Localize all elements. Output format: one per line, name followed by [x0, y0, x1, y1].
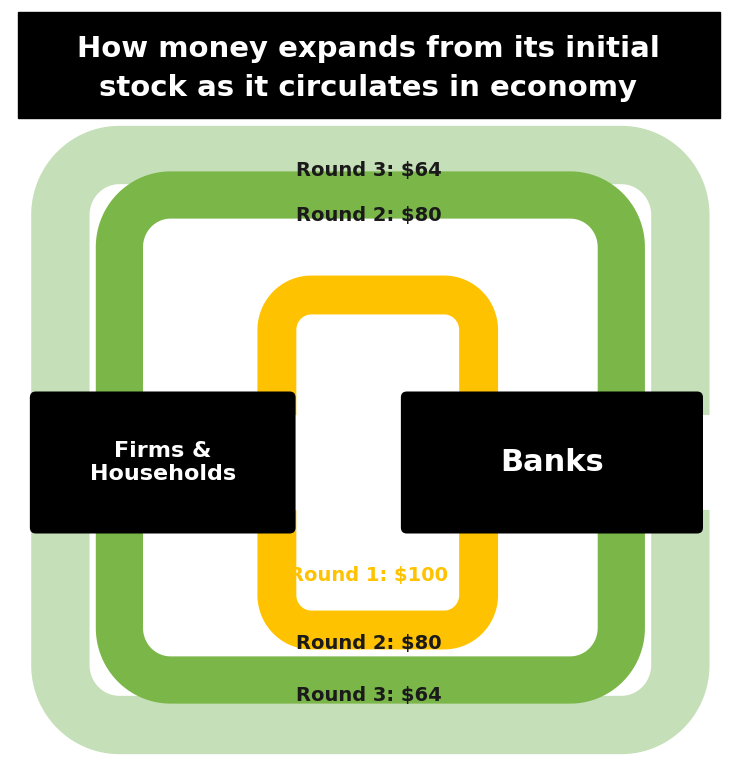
- Text: Firms &
Households: Firms & Households: [90, 441, 236, 484]
- Text: stock as it circulates in economy: stock as it circulates in economy: [99, 74, 638, 103]
- Text: Round 1: $100: Round 1: $100: [289, 294, 448, 312]
- Text: Round 2: $80: Round 2: $80: [296, 206, 441, 224]
- Text: Round 2: $80: Round 2: $80: [296, 633, 441, 653]
- Bar: [18, 12, 720, 118]
- Text: Round 3: $64: Round 3: $64: [296, 685, 441, 705]
- Text: Round 3: $64: Round 3: $64: [296, 161, 441, 180]
- FancyBboxPatch shape: [401, 392, 703, 533]
- FancyBboxPatch shape: [30, 392, 296, 533]
- Text: How money expands from its initial: How money expands from its initial: [77, 35, 660, 63]
- Text: Round 1: $100: Round 1: $100: [289, 567, 448, 585]
- Text: Banks: Banks: [500, 448, 604, 477]
